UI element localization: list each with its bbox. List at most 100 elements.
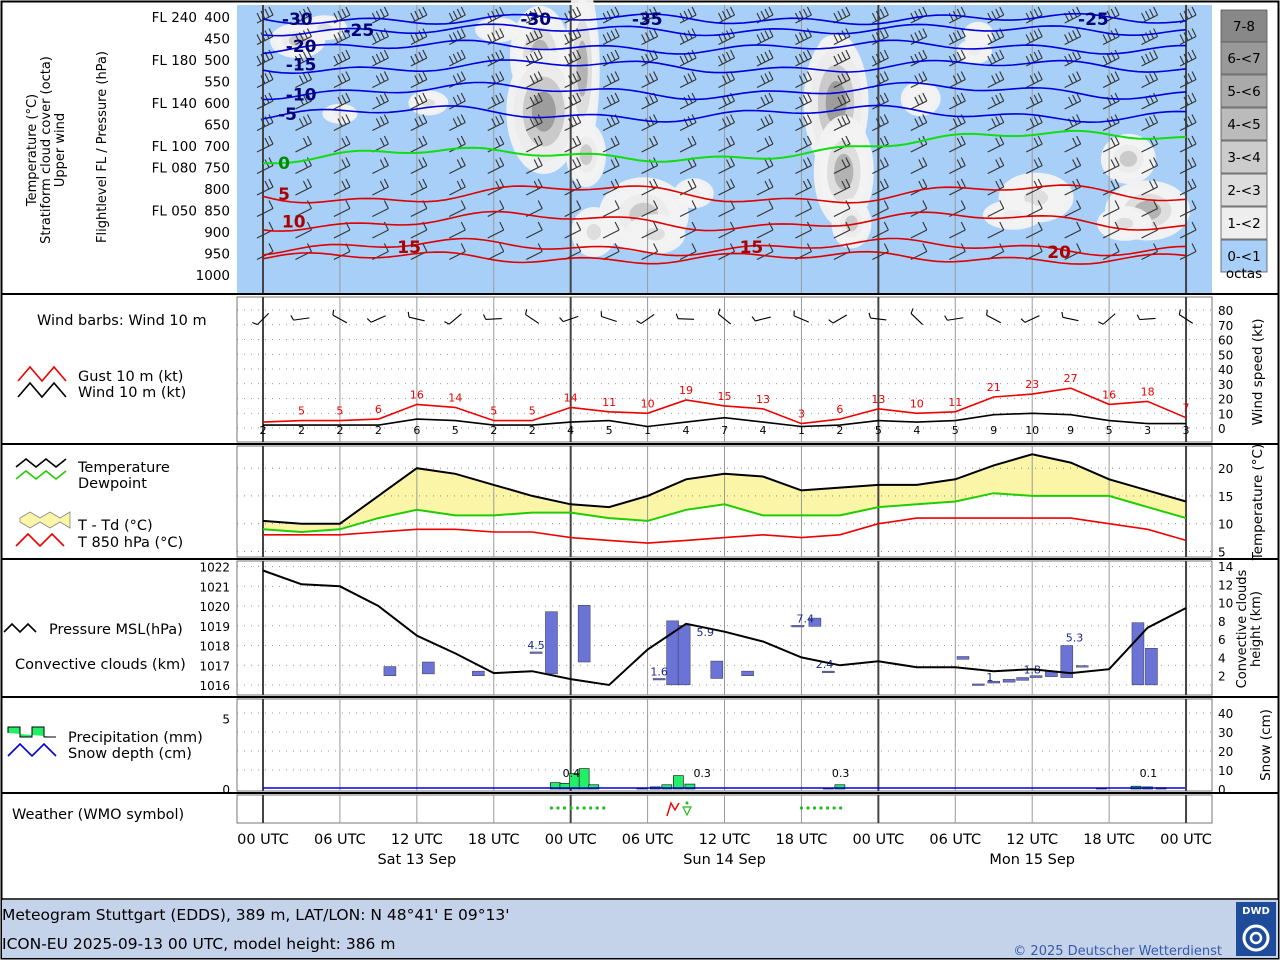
wind-barb-feather	[922, 178, 928, 188]
wind-barb-feather	[1153, 92, 1159, 102]
wind-barb	[718, 178, 736, 196]
wind-barb	[833, 49, 851, 67]
footer-copyright: © 2025 Deutscher Wetterdienst	[1013, 944, 1222, 959]
wind-barb-feather	[768, 6, 774, 16]
cloud-cover-blob	[645, 227, 665, 241]
surface-wind-barb-staff	[485, 318, 502, 320]
wind-barb-feather	[268, 178, 274, 188]
pressure-ytick: 1021	[199, 580, 230, 594]
wind-barb-feather	[537, 49, 543, 59]
wind-barb-feather	[1114, 135, 1120, 145]
surface-wind-barb-feather	[1178, 309, 1181, 315]
wind-barb-feather	[306, 178, 312, 188]
wind-barb-feather	[1037, 178, 1043, 188]
snow-ytick: 0	[1218, 783, 1226, 797]
wind-barb-feather	[806, 92, 812, 102]
wind-value-label: 10	[1025, 424, 1039, 437]
gust-value-label: 21	[987, 381, 1001, 394]
wind-barb	[487, 114, 505, 131]
wind-barb-feather	[841, 180, 847, 190]
wind-barb-feather	[499, 221, 505, 231]
wind-barb-feather	[649, 8, 655, 18]
gust-value-label: 14	[564, 391, 578, 404]
wind-barb-feather	[726, 8, 732, 18]
wind-barb-feather	[960, 200, 966, 209]
wind-barb	[371, 6, 389, 24]
wind-barb-feather	[418, 180, 424, 190]
wind-barb-feather	[995, 159, 1001, 168]
surface-wind-barb-staff	[601, 316, 617, 322]
wind-barb-feather	[687, 180, 693, 190]
surface-wind-barb-staff	[408, 316, 425, 322]
temp-ytick: 10	[1218, 518, 1233, 532]
wind-barb	[756, 114, 774, 131]
wind-barb-feather	[960, 28, 966, 37]
surface-wind-barb	[1061, 311, 1079, 322]
wind-barb-feather	[572, 159, 578, 168]
wind-barb-feather	[1029, 96, 1035, 106]
wind-barb-feather	[918, 94, 924, 104]
wind-barb-feather	[410, 12, 416, 22]
wind-barb	[1179, 200, 1197, 217]
wind-barb-feather	[572, 8, 578, 18]
wind-barb-staff	[564, 186, 581, 196]
wind-barb-feather	[460, 6, 466, 16]
wind-barb-feather	[264, 137, 270, 147]
wind-barb-feather	[833, 12, 839, 22]
wind-barb-staff	[525, 186, 543, 196]
isotherm-label: -15	[286, 55, 317, 75]
wind-barb-feather	[722, 96, 728, 106]
wind-barb-feather	[948, 12, 954, 22]
wind-barb-staff	[564, 229, 581, 239]
wind-barb	[256, 135, 274, 153]
wind-barb-feather	[679, 34, 685, 43]
wind-barb-feather	[806, 71, 812, 80]
snow-ytick: 40	[1218, 707, 1233, 721]
wind-barb-staff	[333, 143, 351, 153]
wind-barb-feather	[952, 75, 958, 84]
wind-barb-feather	[610, 116, 616, 125]
wind-barb-staff	[756, 208, 774, 217]
wind-barb	[795, 200, 812, 217]
wind-barb-feather	[806, 114, 812, 123]
isotherm-negative	[262, 81, 1187, 101]
gust-value-label: 10	[641, 397, 655, 410]
weather-rain-symbol	[806, 806, 810, 810]
wind-barb	[410, 114, 428, 131]
wind-barb-feather	[418, 159, 424, 168]
isotherm-negative	[262, 104, 1187, 124]
wind-barb-feather	[525, 34, 531, 43]
precip-value-label: 0.4	[563, 767, 581, 780]
weather-shower-symbol	[682, 806, 692, 817]
wind-barb-feather	[1029, 75, 1035, 84]
wind-barb-feather	[1187, 8, 1193, 18]
surface-wind-barb	[290, 315, 310, 321]
wind-barb-staff	[372, 165, 389, 174]
wind-barb-staff	[256, 143, 274, 153]
wind-value-label: 4	[913, 424, 920, 437]
wind-barb	[487, 135, 505, 153]
wind-barb	[718, 92, 736, 110]
wind-barb-staff	[718, 143, 735, 153]
wind-barb-feather	[718, 12, 724, 22]
wind-barb-staff	[987, 208, 1004, 217]
wind-barb-feather	[1114, 243, 1120, 252]
wind-barb-feather	[572, 116, 578, 125]
surface-wind-barb	[717, 308, 732, 325]
wind-barb	[372, 178, 389, 196]
wind-barb	[1102, 71, 1120, 88]
wind-barb-feather	[1029, 118, 1035, 127]
wind-barb-staff	[525, 143, 543, 153]
wind-barb	[756, 135, 774, 153]
wind-barb-staff	[295, 208, 312, 217]
wind-barb	[449, 114, 466, 131]
convective-ytick: 12	[1218, 578, 1233, 592]
wind-barb-staff	[718, 165, 735, 174]
weather-rain-symbol	[576, 806, 580, 810]
wind-barb-staff	[410, 208, 428, 217]
wind-barb-feather	[371, 34, 377, 43]
wind-barb-feather	[726, 51, 732, 61]
pressure-level-label: 850	[204, 204, 230, 220]
wind-barb-feather	[1076, 135, 1082, 145]
wind-barb-feather	[1033, 116, 1039, 125]
